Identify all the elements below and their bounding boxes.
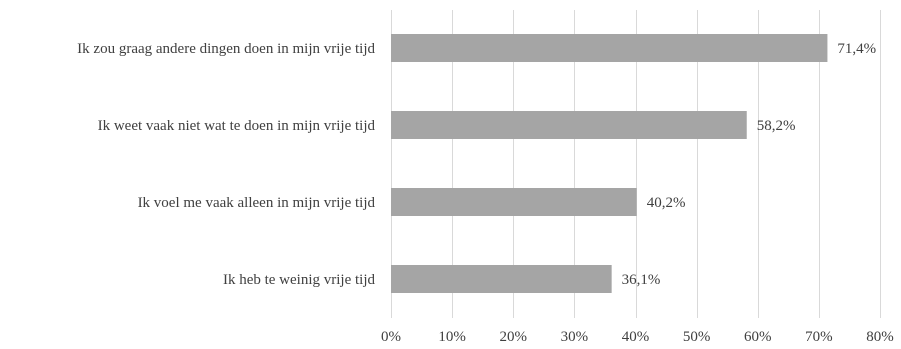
category-labels: Ik zou graag andere dingen doen in mijn …	[77, 41, 375, 288]
bars	[391, 34, 828, 293]
x-tick-label: 20%	[500, 329, 528, 345]
x-tick-label: 60%	[744, 329, 772, 345]
category-label: Ik weet vaak niet wat te doen in mijn vr…	[98, 118, 376, 134]
x-tick-label: 0%	[381, 329, 401, 345]
x-tick-label: 10%	[438, 329, 466, 345]
x-tick-label: 70%	[805, 329, 833, 345]
x-tick-label: 30%	[561, 329, 589, 345]
data-label: 36,1%	[622, 272, 661, 288]
bar	[391, 34, 828, 62]
bar	[391, 188, 637, 216]
x-tick-label: 80%	[866, 329, 894, 345]
x-tick-label: 50%	[683, 329, 711, 345]
data-label: 71,4%	[837, 41, 876, 57]
bar	[391, 265, 612, 293]
data-labels: 71,4% 58,2% 40,2% 36,1%	[622, 41, 877, 288]
data-label: 58,2%	[757, 118, 796, 134]
bar	[391, 111, 747, 139]
x-axis-tick-labels: 0% 10% 20% 30% 40% 50% 60% 70% 80%	[381, 329, 894, 345]
data-label: 40,2%	[647, 195, 686, 211]
category-label: Ik zou graag andere dingen doen in mijn …	[77, 41, 375, 57]
x-tick-label: 40%	[622, 329, 650, 345]
category-label: Ik voel me vaak alleen in mijn vrije tij…	[138, 195, 376, 211]
category-label: Ik heb te weinig vrije tijd	[223, 272, 376, 288]
